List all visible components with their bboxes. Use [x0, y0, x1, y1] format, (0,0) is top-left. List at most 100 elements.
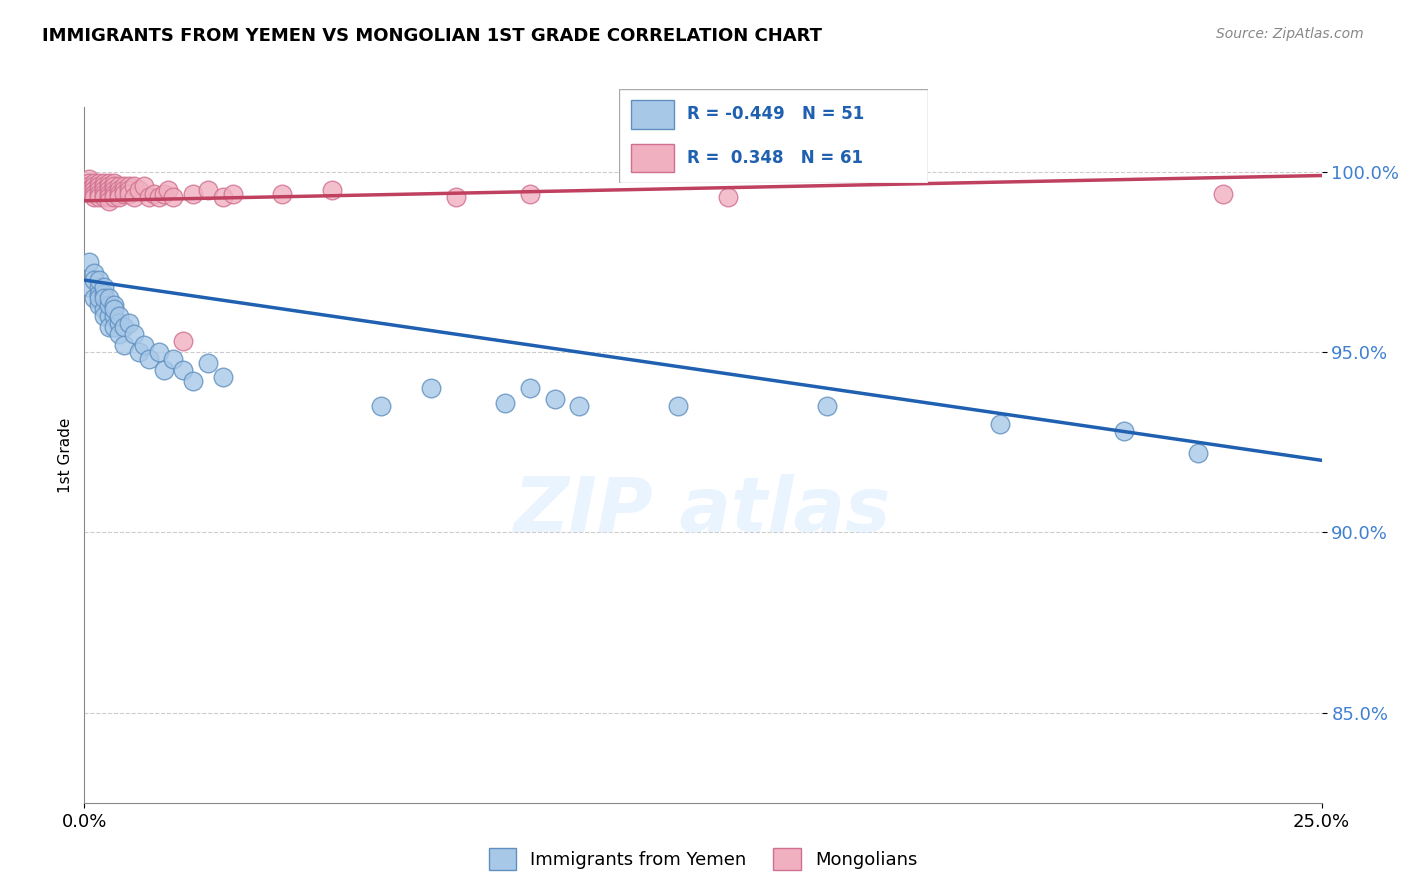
Point: [122, 190, 145, 204]
Point: [321, 183, 343, 197]
Bar: [631, 101, 675, 128]
Point: [83, 273, 105, 287]
Point: [79, 176, 101, 190]
Point: [98, 176, 121, 190]
Point: [103, 320, 125, 334]
Text: Source: ZipAtlas.com: Source: ZipAtlas.com: [1216, 27, 1364, 41]
Point: [212, 190, 235, 204]
Point: [108, 316, 131, 330]
Point: [1212, 186, 1234, 201]
Text: ZIP atlas: ZIP atlas: [515, 474, 891, 548]
Point: [103, 186, 125, 201]
Point: [93, 186, 115, 201]
Point: [112, 186, 135, 201]
Point: [93, 176, 115, 190]
Point: [132, 179, 155, 194]
Point: [118, 316, 141, 330]
Point: [83, 179, 105, 194]
Point: [519, 186, 541, 201]
Point: [148, 190, 170, 204]
Point: [93, 309, 115, 323]
Point: [103, 301, 125, 316]
Point: [83, 186, 105, 201]
Point: [717, 190, 740, 204]
Point: [89, 291, 111, 305]
Point: [98, 320, 121, 334]
Point: [89, 273, 111, 287]
Point: [79, 280, 101, 294]
Point: [162, 352, 184, 367]
Point: [98, 179, 121, 194]
Point: [181, 374, 204, 388]
Bar: [631, 144, 675, 171]
Point: [152, 186, 174, 201]
Point: [543, 392, 565, 406]
Point: [93, 291, 115, 305]
Point: [568, 399, 591, 413]
Point: [494, 395, 516, 409]
Point: [142, 186, 165, 201]
Point: [103, 298, 125, 312]
Legend: Immigrants from Yemen, Mongolians: Immigrants from Yemen, Mongolians: [481, 841, 925, 877]
Point: [112, 338, 135, 352]
Point: [370, 399, 392, 413]
Point: [93, 190, 115, 204]
Point: [98, 186, 121, 201]
Point: [1112, 425, 1135, 439]
Point: [83, 291, 105, 305]
Point: [83, 266, 105, 280]
Point: [79, 183, 101, 197]
Point: [122, 327, 145, 342]
Point: [93, 280, 115, 294]
Point: [98, 309, 121, 323]
Point: [138, 190, 160, 204]
Point: [172, 334, 194, 349]
Text: IMMIGRANTS FROM YEMEN VS MONGOLIAN 1ST GRADE CORRELATION CHART: IMMIGRANTS FROM YEMEN VS MONGOLIAN 1ST G…: [42, 27, 823, 45]
Point: [148, 345, 170, 359]
Point: [89, 179, 111, 194]
Point: [83, 183, 105, 197]
Point: [89, 280, 111, 294]
Point: [212, 370, 235, 384]
Point: [93, 301, 115, 316]
Point: [666, 399, 689, 413]
Point: [112, 320, 135, 334]
Point: [157, 183, 180, 197]
Point: [197, 356, 219, 370]
Point: [79, 172, 101, 186]
Point: [89, 183, 111, 197]
Point: [83, 176, 105, 190]
Point: [108, 186, 131, 201]
Point: [103, 176, 125, 190]
Y-axis label: 1st Grade: 1st Grade: [58, 417, 73, 492]
Point: [112, 183, 135, 197]
Point: [162, 190, 184, 204]
Point: [108, 183, 131, 197]
Point: [138, 352, 160, 367]
Point: [1187, 446, 1209, 460]
Point: [128, 183, 150, 197]
Point: [132, 338, 155, 352]
Point: [93, 179, 115, 194]
Point: [112, 179, 135, 194]
Point: [103, 309, 125, 323]
Point: [103, 190, 125, 204]
Point: [103, 179, 125, 194]
Text: R =  0.348   N = 61: R = 0.348 N = 61: [686, 149, 863, 167]
Point: [118, 186, 141, 201]
Point: [444, 190, 467, 204]
Point: [79, 255, 101, 269]
Point: [98, 291, 121, 305]
Point: [98, 183, 121, 197]
Point: [89, 176, 111, 190]
Point: [108, 327, 131, 342]
Point: [152, 363, 174, 377]
Point: [93, 183, 115, 197]
Point: [988, 417, 1011, 432]
Point: [118, 179, 141, 194]
Point: [108, 190, 131, 204]
Point: [181, 186, 204, 201]
FancyBboxPatch shape: [619, 89, 928, 183]
Point: [519, 381, 541, 395]
Point: [89, 298, 111, 312]
